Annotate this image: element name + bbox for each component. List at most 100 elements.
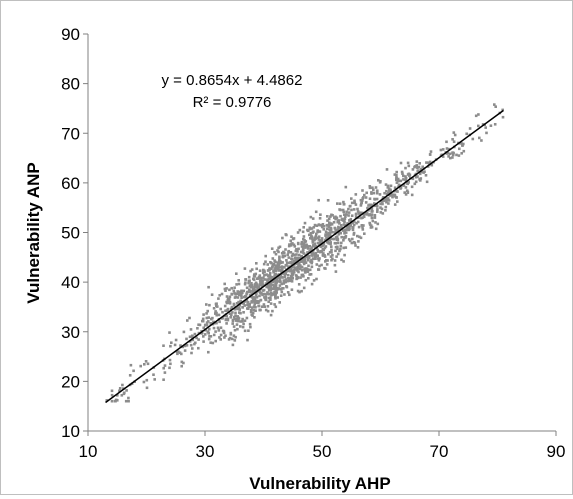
data-point [386,197,390,200]
data-point [276,249,279,252]
data-point [453,133,457,137]
data-point [116,399,119,402]
data-point [493,123,497,126]
data-point [410,185,414,189]
data-point [375,197,379,201]
data-point [236,316,240,319]
data-point [501,108,504,112]
data-point [451,156,454,159]
data-point [182,361,185,365]
data-point [359,198,363,202]
data-point [322,228,325,231]
data-point [313,253,316,256]
data-point [320,225,324,229]
data-point [237,290,241,294]
data-point [310,265,314,269]
data-point [293,266,297,270]
data-point [308,233,311,237]
data-point [240,296,243,299]
data-point [371,210,374,213]
data-point [250,283,254,287]
data-point [354,203,358,206]
data-point [110,389,114,393]
data-point [299,265,303,269]
data-point [296,250,299,253]
data-point [283,266,286,269]
data-point [269,291,273,294]
data-point [283,293,286,296]
data-point [243,329,247,333]
data-point [447,147,451,151]
data-point [353,241,357,245]
data-point [267,296,271,300]
data-point [299,264,302,267]
data-point [329,242,332,246]
data-point [387,187,391,190]
data-point [275,281,278,284]
data-point [353,199,356,203]
data-point [309,273,313,276]
data-point [363,193,366,197]
data-point [439,148,443,152]
data-point [303,221,307,225]
data-point [296,289,300,293]
data-point [273,250,276,254]
data-point [352,208,356,211]
data-point [264,295,268,299]
data-point [208,335,211,338]
data-point [239,325,242,328]
data-point [368,203,372,207]
data-point [144,360,148,363]
data-point [193,342,196,346]
data-point [263,270,266,274]
data-point [287,249,290,253]
data-point [142,380,146,384]
data-point [395,176,398,179]
data-point [368,221,371,225]
data-point [374,186,378,189]
data-point [250,313,253,316]
data-point [462,142,465,146]
data-point [289,268,293,271]
data-point [365,211,368,215]
data-point [214,339,217,343]
data-point [283,254,287,258]
data-point [322,252,325,255]
data-point [308,268,312,272]
data-point [369,226,373,229]
data-point [413,182,417,186]
data-point [186,319,189,322]
data-point [218,320,221,324]
data-point [205,303,208,306]
data-point [132,369,135,373]
data-point [411,168,415,171]
data-point [170,341,173,344]
data-point [310,258,313,262]
data-point [124,399,128,403]
data-point [379,211,383,214]
data-point [348,205,352,208]
data-point [460,142,463,145]
data-point [216,326,220,330]
data-point [317,268,321,271]
data-point [308,226,312,230]
data-point [267,300,270,303]
data-point [288,279,292,283]
data-point [254,309,257,312]
data-point [342,229,345,232]
data-point [225,322,228,325]
data-point [330,245,333,248]
data-point [274,285,277,288]
data-point [298,267,302,271]
data-point [339,247,342,251]
data-point [233,328,237,332]
data-point [256,277,260,280]
data-point [287,256,291,259]
data-point [418,162,421,165]
data-point [236,307,239,311]
data-point [352,231,356,235]
data-point [285,285,288,288]
data-point [307,258,310,262]
data-point [314,257,317,260]
data-point [290,270,294,273]
